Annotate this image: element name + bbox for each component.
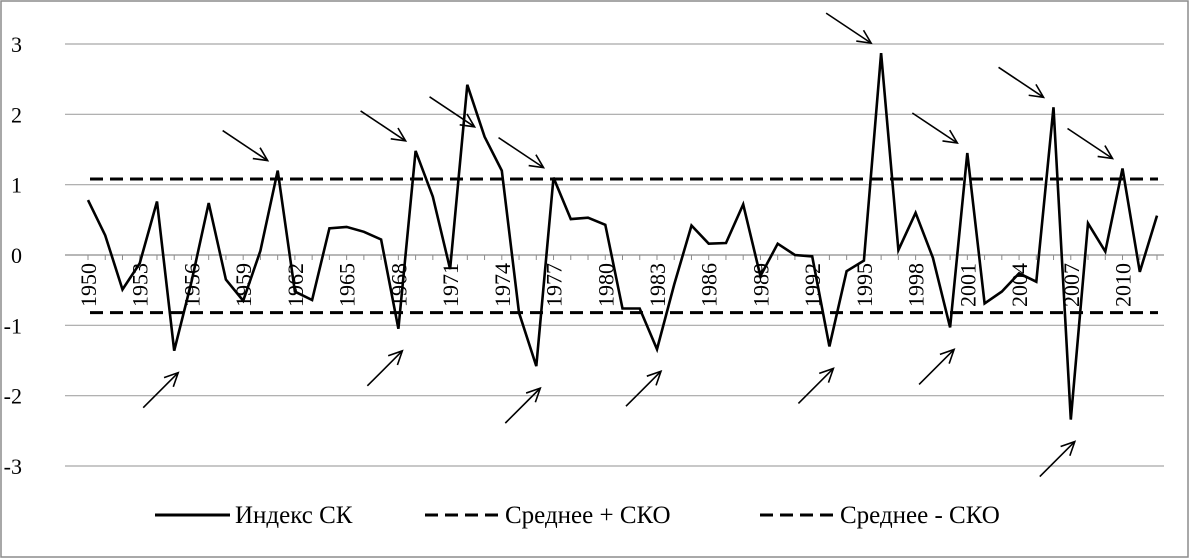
- y-tick-label: -3: [4, 454, 22, 479]
- annotation-arrow: [504, 386, 542, 424]
- y-tick-label: 1: [11, 173, 22, 198]
- x-tick-label: 2004: [1007, 263, 1032, 307]
- annotation-arrow: [360, 110, 408, 142]
- annotation-arrow: [797, 367, 835, 404]
- x-tick-label: 1953: [128, 263, 153, 307]
- y-tick-label: 3: [11, 32, 22, 57]
- x-tick-label: 1983: [645, 263, 670, 307]
- x-tick-label: 1995: [852, 263, 877, 307]
- y-tick-label: -1: [4, 313, 22, 338]
- x-tick-label: 1950: [76, 263, 101, 307]
- x-tick-label: 1986: [697, 263, 722, 307]
- series-lines: [86, 52, 1159, 420]
- series-line-index-sk: [86, 52, 1159, 420]
- annotation-arrow: [222, 129, 270, 162]
- annotation-arrow: [918, 348, 956, 386]
- annotation-arrow: [498, 136, 546, 169]
- y-tick-label: 2: [11, 102, 22, 127]
- reference-lines: [90, 177, 1158, 315]
- annotation-arrow: [1039, 440, 1077, 478]
- annotation-arrow: [825, 12, 873, 45]
- annotation-arrow: [911, 112, 959, 145]
- annotation-arrow: [625, 369, 663, 407]
- x-tick-label: 2001: [955, 263, 980, 307]
- legend-label: Среднее + СКО: [505, 502, 671, 529]
- x-axis-ticks: 1950 1953 1956 1959 1962 1965 1968 1971 1974 1977…: [76, 255, 1158, 307]
- annotation-arrow: [1067, 127, 1115, 160]
- annotation-arrow: [142, 371, 180, 409]
- legend-item: Среднее + СКО: [425, 502, 671, 529]
- legend: Индекс СК Среднее + СКО Среднее - СКО: [155, 502, 1000, 529]
- y-tick-label: -2: [4, 384, 22, 409]
- legend-item: Индекс СК: [155, 502, 353, 529]
- y-axis-ticks: 3 2 1 0 -1 -2 -3: [4, 32, 22, 479]
- legend-item: Среднее - СКО: [760, 502, 1000, 529]
- legend-label: Индекс СК: [235, 502, 353, 529]
- gridlines: [65, 43, 1164, 467]
- x-tick-label: 1998: [904, 263, 929, 307]
- y-tick-label: 0: [11, 243, 22, 268]
- x-tick-label: 1971: [438, 263, 463, 307]
- legend-label: Среднее - СКО: [840, 502, 1000, 529]
- x-tick-label: 2010: [1111, 263, 1136, 307]
- x-tick-label: 1965: [335, 263, 360, 307]
- x-tick-label: 1989: [748, 263, 773, 307]
- annotation-arrow: [429, 96, 477, 128]
- x-tick-label: 1962: [283, 263, 308, 307]
- annotation-arrows: [142, 12, 1115, 478]
- annotation-arrow: [998, 66, 1046, 99]
- annotation-arrow: [366, 349, 404, 387]
- x-tick-label: 1974: [490, 263, 515, 307]
